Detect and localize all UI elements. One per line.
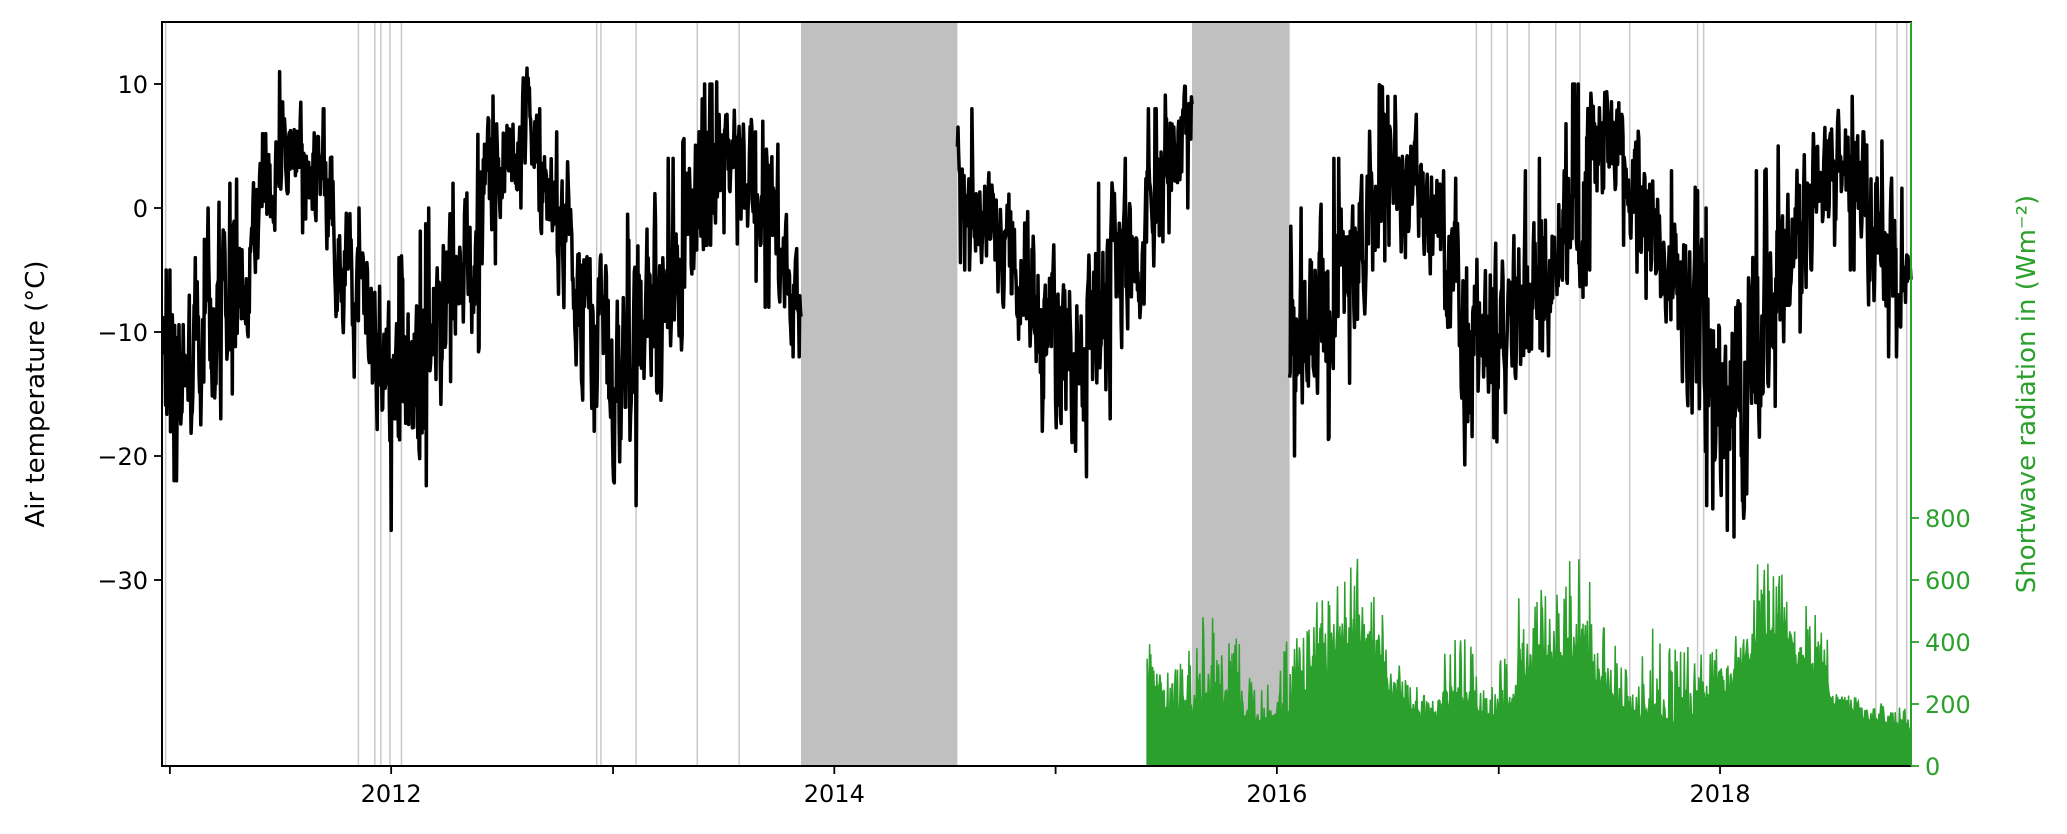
right-tick-label: 800 (1925, 505, 1971, 533)
left-tick-label: 10 (117, 71, 148, 99)
x-tick-label: 2014 (804, 780, 865, 808)
axes: 10 0 −10 −20 −30 0 200 400 600 800 2012 2014 2016 201… (97, 21, 1971, 808)
right-tick-label: 400 (1925, 629, 1971, 657)
x-tick-label: 2016 (1246, 780, 1307, 808)
left-tick-label: −30 (97, 567, 148, 595)
left-tick-label: 0 (133, 195, 148, 223)
radiation-area (1146, 558, 1912, 767)
x-tick-label: 2012 (361, 780, 422, 808)
data-gap-shading (800, 22, 1290, 766)
x-tick-label: 2018 (1689, 780, 1750, 808)
right-axis-label: Shortwave radiation in (Wm⁻²) (2012, 195, 2042, 593)
left-axis-label: Air temperature (°C) (21, 260, 51, 527)
temperature-line (160, 66, 1913, 539)
left-tick-label: −10 (97, 319, 148, 347)
right-tick-label: 200 (1925, 691, 1971, 719)
right-tick-label: 0 (1925, 753, 1940, 781)
temperature-line-segment (955, 84, 1194, 479)
right-tick-label: 600 (1925, 567, 1971, 595)
temperature-line-segment (1287, 82, 1913, 539)
temperature-line-segment (160, 66, 803, 533)
gap-band (1192, 22, 1290, 766)
left-tick-label: −20 (97, 443, 148, 471)
radiation-area-segment (1146, 558, 1912, 767)
gap-band (800, 22, 958, 766)
